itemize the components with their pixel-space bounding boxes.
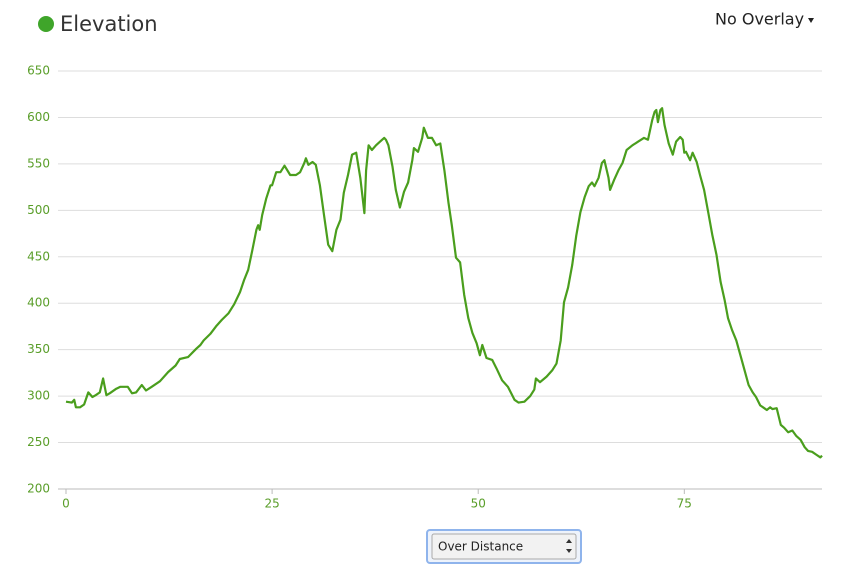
x-tick-label: 25 <box>264 497 279 511</box>
y-tick-label: 600 <box>27 110 50 124</box>
x-tick-label: 0 <box>62 497 70 511</box>
dropdown-arrow[interactable] <box>808 18 814 23</box>
overlay-menu[interactable]: No Overlay <box>715 10 814 29</box>
y-tick-label: 650 <box>27 64 50 78</box>
x-tick-label: 50 <box>471 497 486 511</box>
y-tick-label: 450 <box>27 249 50 263</box>
y-tick-label: 250 <box>27 435 50 449</box>
x-tick-label: 75 <box>677 497 692 511</box>
select-label[interactable]: Over Distance <box>438 540 523 554</box>
y-tick-label: 300 <box>27 389 50 403</box>
chart-title: Elevation <box>60 12 158 36</box>
mode-select[interactable]: Over Distance <box>426 529 582 564</box>
y-tick-label: 400 <box>27 296 50 310</box>
select-arrow-down[interactable] <box>566 549 572 553</box>
select-arrow-up[interactable] <box>566 539 572 543</box>
y-tick-label: 500 <box>27 203 50 217</box>
y-tick-label: 550 <box>27 156 50 170</box>
legend-dot <box>38 16 54 32</box>
select-box[interactable] <box>431 533 577 560</box>
elevation-line <box>65 107 823 459</box>
overlay-label[interactable]: No Overlay <box>715 10 804 29</box>
y-tick-label: 350 <box>27 342 50 356</box>
y-tick-label: 200 <box>27 482 50 496</box>
